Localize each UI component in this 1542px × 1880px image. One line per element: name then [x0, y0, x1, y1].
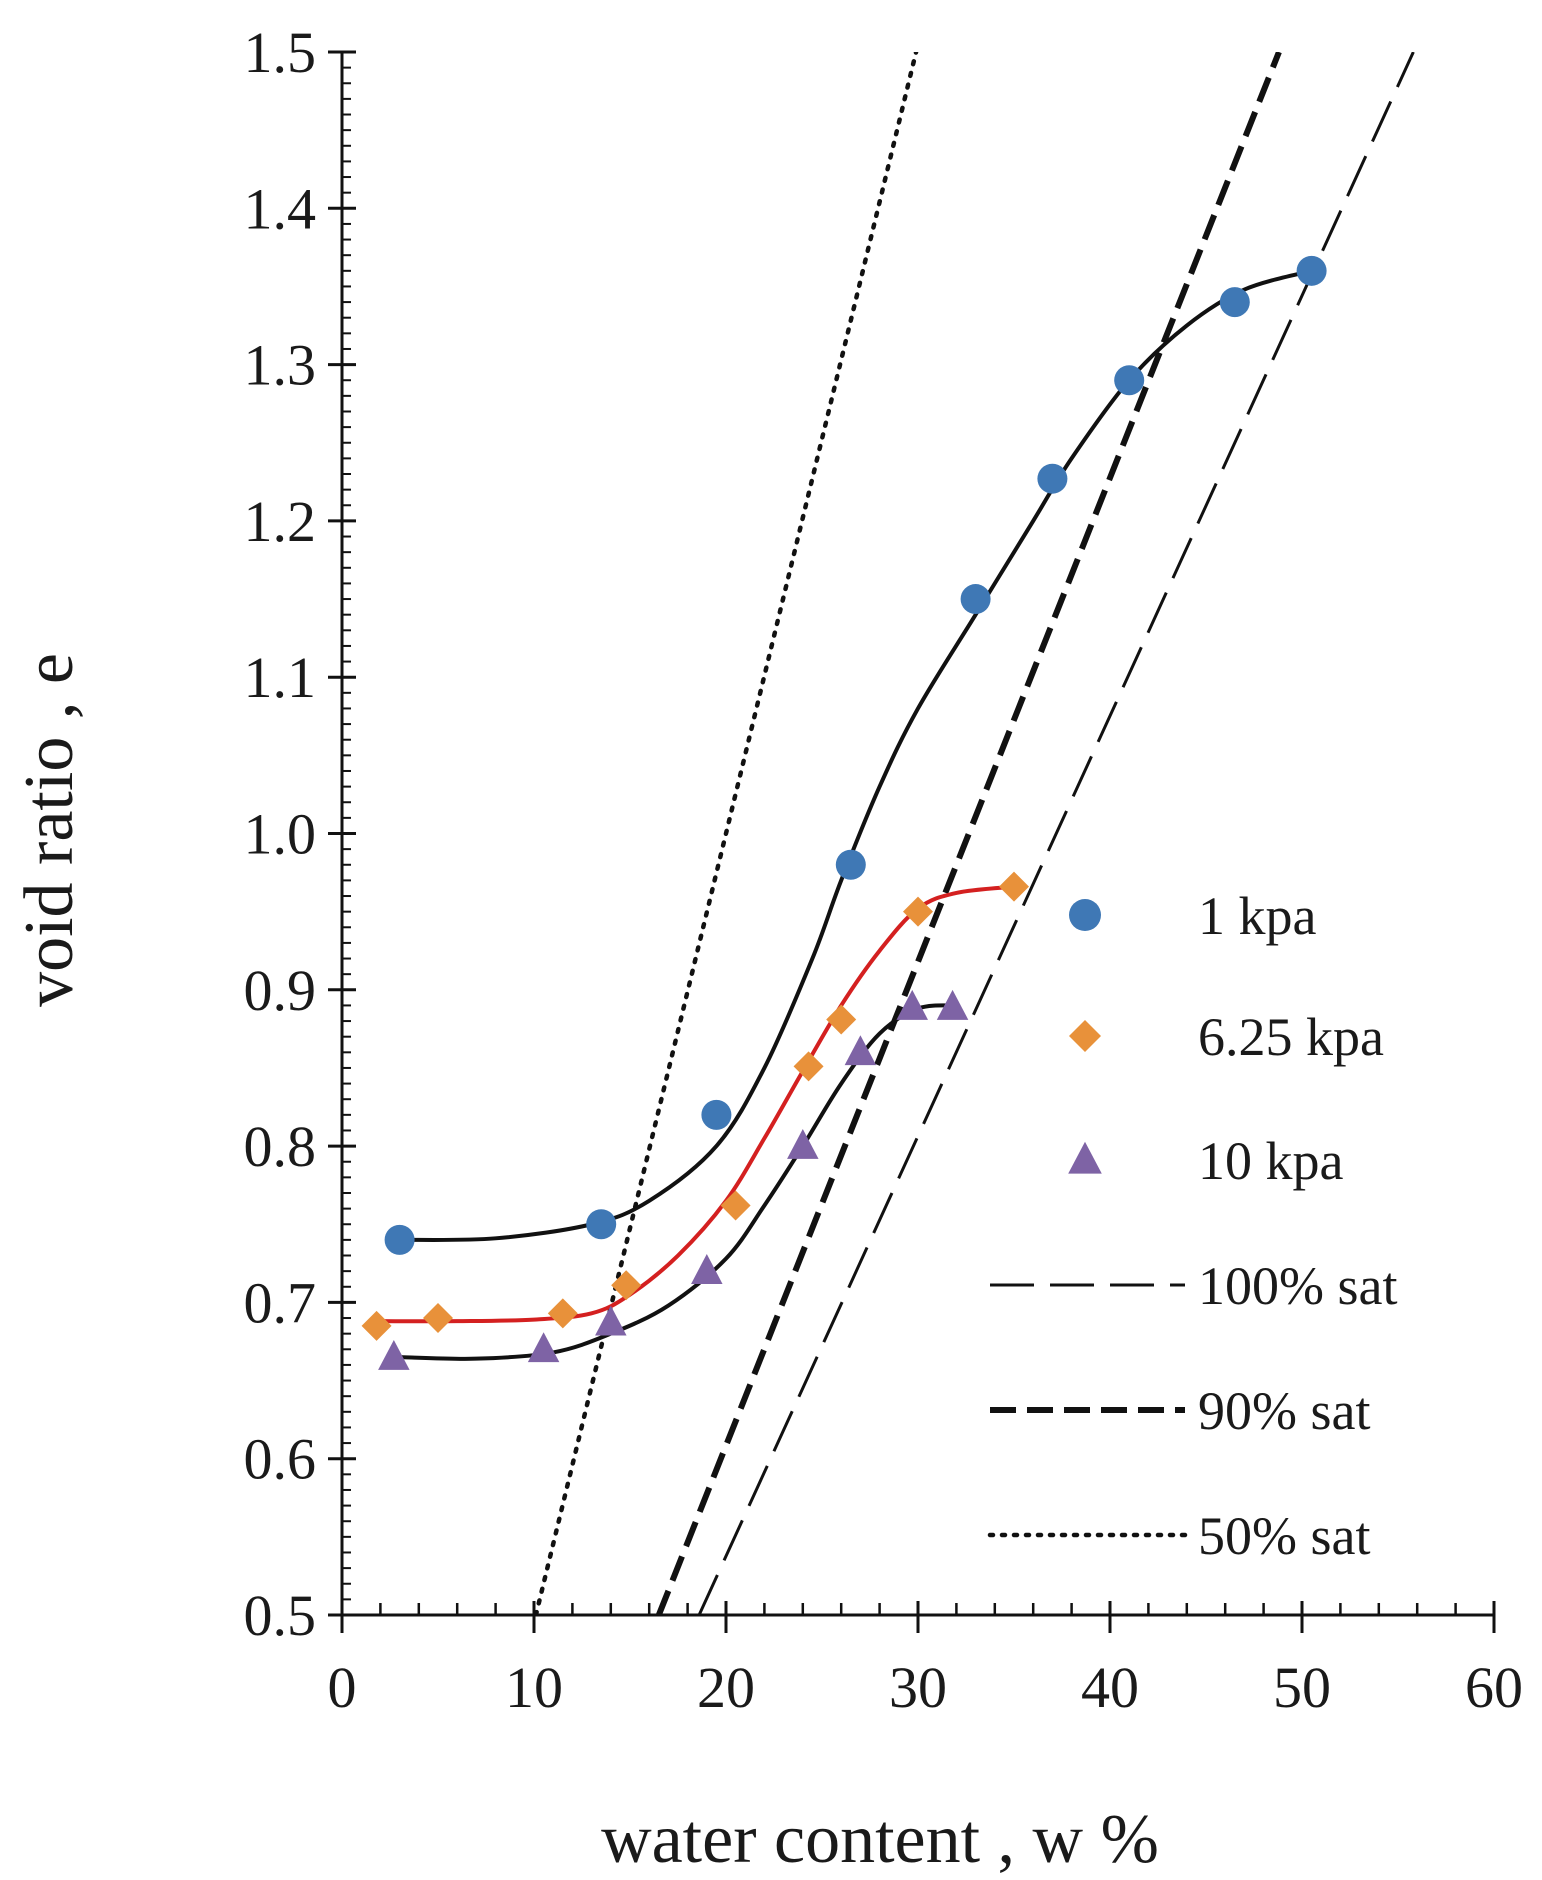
legend-label: 100% sat [1198, 1256, 1397, 1316]
data-point-series-1 [1114, 365, 1145, 396]
data-point-series-1 [960, 584, 991, 615]
data-point-series-2 [793, 1051, 824, 1082]
ticks: 0.5 0.6 0.7 0.8 0.9 1.0 1.1 1.2 1.3 1.4 1.5 0 10 20 30… [244, 20, 1524, 1720]
data-point-series-2 [361, 1310, 392, 1341]
legend-label: 6.25 kpa [1198, 1007, 1384, 1067]
y-axis-label: void ratio , e [11, 653, 88, 1007]
reference-line-90-sat [656, 52, 1282, 1615]
y-tick-label: 0.5 [244, 1583, 317, 1648]
data-point-series-3 [691, 1254, 723, 1284]
y-tick-label: 1.5 [244, 20, 317, 85]
y-tick-label: 1.0 [244, 802, 317, 867]
data-point-series-1 [384, 1224, 415, 1255]
y-tick-label: 1.4 [244, 176, 317, 241]
data-point-series-1 [1219, 287, 1250, 318]
legend-marker-series-2 [1069, 1020, 1101, 1052]
y-tick-label: 1.1 [244, 645, 317, 710]
data-point-series-1 [701, 1099, 732, 1130]
data-point-series-2 [999, 871, 1029, 902]
data-point-series-3 [378, 1340, 410, 1370]
data-point-series-2 [423, 1303, 453, 1334]
x-tick-label: 40 [1081, 1655, 1139, 1720]
data-point-series-3 [844, 1035, 877, 1066]
x-tick-label: 50 [1273, 1655, 1331, 1720]
y-tick-label: 1.3 [244, 333, 317, 398]
x-axis-label: water content , w % [601, 1801, 1159, 1878]
data-point-series-3 [936, 989, 969, 1020]
data-point-series-2 [720, 1190, 751, 1221]
x-tick-label: 30 [889, 1655, 947, 1720]
y-tick-label: 0.9 [244, 958, 317, 1023]
y-tick-label: 0.6 [244, 1427, 317, 1492]
data-point-series-1 [586, 1209, 617, 1240]
legend-marker-series-3 [1068, 1141, 1102, 1174]
data-points [361, 255, 1327, 1370]
y-tick-label: 0.8 [244, 1114, 317, 1179]
data-point-series-3 [527, 1332, 560, 1363]
reference-line-100-sat [697, 52, 1415, 1615]
data-point-series-2 [547, 1298, 578, 1329]
legend-marker-series-1 [1069, 899, 1101, 931]
data-point-series-1 [1296, 255, 1327, 286]
x-tick-label: 60 [1465, 1655, 1523, 1720]
data-point-series-3 [595, 1305, 627, 1336]
y-tick-label: 1.2 [244, 489, 317, 554]
data-point-series-3 [896, 989, 928, 1020]
data-point-series-1 [835, 849, 866, 880]
legend-label: 50% sat [1198, 1506, 1370, 1566]
legend: 1 kpa 6.25 kpa 10 kpa 100% sat 90% sat 50% sa… [987, 886, 1397, 1566]
legend-label: 1 kpa [1198, 886, 1317, 946]
legend-label: 90% sat [1198, 1381, 1370, 1441]
y-tick-label: 0.7 [244, 1270, 317, 1335]
reference-line-50-sat [533, 52, 919, 1615]
reference-lines [533, 52, 1415, 1615]
data-point-series-2 [903, 896, 933, 927]
legend-label: 10 kpa [1198, 1131, 1344, 1191]
data-point-series-3 [787, 1129, 819, 1159]
x-tick-label: 20 [697, 1655, 755, 1720]
x-tick-label: 0 [328, 1655, 357, 1720]
data-point-series-2 [611, 1270, 642, 1301]
x-tick-label: 10 [505, 1655, 563, 1720]
data-point-series-2 [826, 1004, 857, 1035]
data-point-series-1 [1037, 463, 1068, 494]
